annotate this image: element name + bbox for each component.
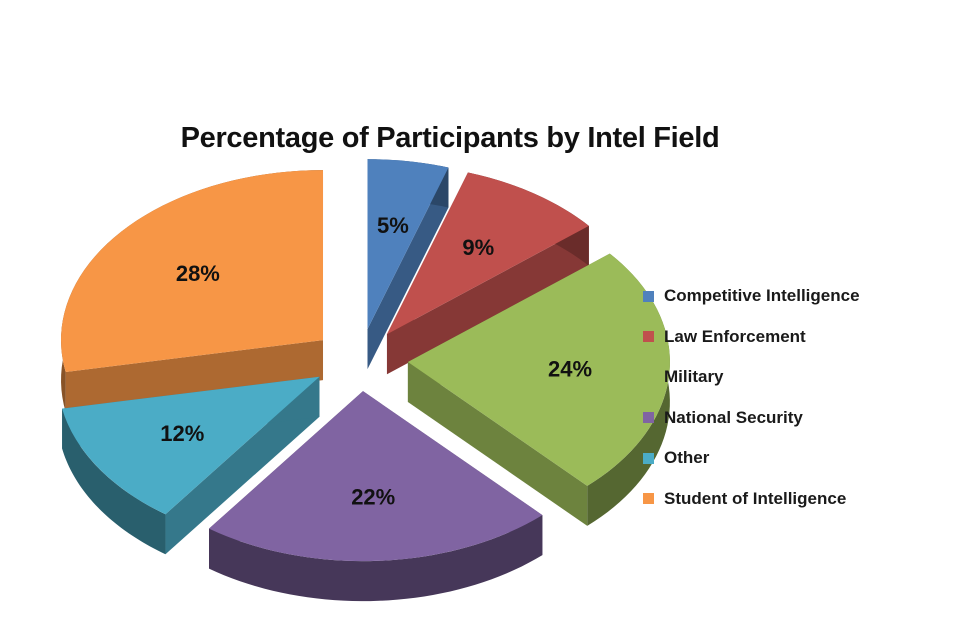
data-label-4: 12% [160, 421, 204, 446]
legend-label: National Security [664, 407, 803, 427]
legend-swatch [643, 290, 654, 302]
data-label-2: 24% [548, 357, 592, 382]
legend-item: Law Enforcement [643, 317, 943, 358]
slice-side-2-1 [407, 361, 588, 526]
data-label-5: 28% [176, 261, 220, 286]
legend-swatch [643, 371, 654, 383]
slice-labels: 5% 9% 24% 22% 12% 28% [160, 213, 592, 509]
slice-competitive-intelligence [367, 159, 449, 330]
legend-item: Military [643, 357, 943, 398]
slice-wall-4 [62, 408, 166, 555]
slice-tops [61, 159, 670, 562]
slice-law-enforcement [386, 172, 589, 335]
legend-swatch [643, 452, 654, 464]
slice-military [407, 253, 670, 486]
data-label-1: 9% [462, 235, 494, 260]
legend-label: Student of Intelligence [664, 488, 847, 508]
slice-national-security [209, 391, 543, 562]
legend-label: Law Enforcement [664, 326, 806, 346]
legend-label: Military [664, 367, 724, 387]
legend-swatch [643, 412, 654, 424]
legend-swatch [643, 331, 654, 343]
slice-other [62, 376, 320, 515]
legend-label: Competitive Intelligence [664, 286, 860, 306]
slice-side-0-1 [367, 167, 449, 370]
slice-wall-3 [209, 515, 543, 602]
legend: Competitive Intelligence Law Enforcement M… [643, 276, 943, 519]
slice-side-1-1 [386, 225, 589, 375]
legend-item: National Security [643, 398, 943, 439]
slice-side-5-0 [65, 340, 324, 412]
data-label-0: 5% [377, 213, 409, 238]
legend-item: Student of Intelligence [643, 479, 943, 520]
legend-item: Other [643, 438, 943, 479]
slice-student-of-intelligence [61, 170, 324, 372]
legend-swatch [643, 493, 654, 505]
legend-label: Other [664, 448, 710, 468]
chart-title: Percentage of Participants by Intel Fiel… [180, 122, 720, 154]
legend-item: Competitive Intelligence [643, 276, 943, 317]
data-label-3: 22% [351, 484, 395, 509]
